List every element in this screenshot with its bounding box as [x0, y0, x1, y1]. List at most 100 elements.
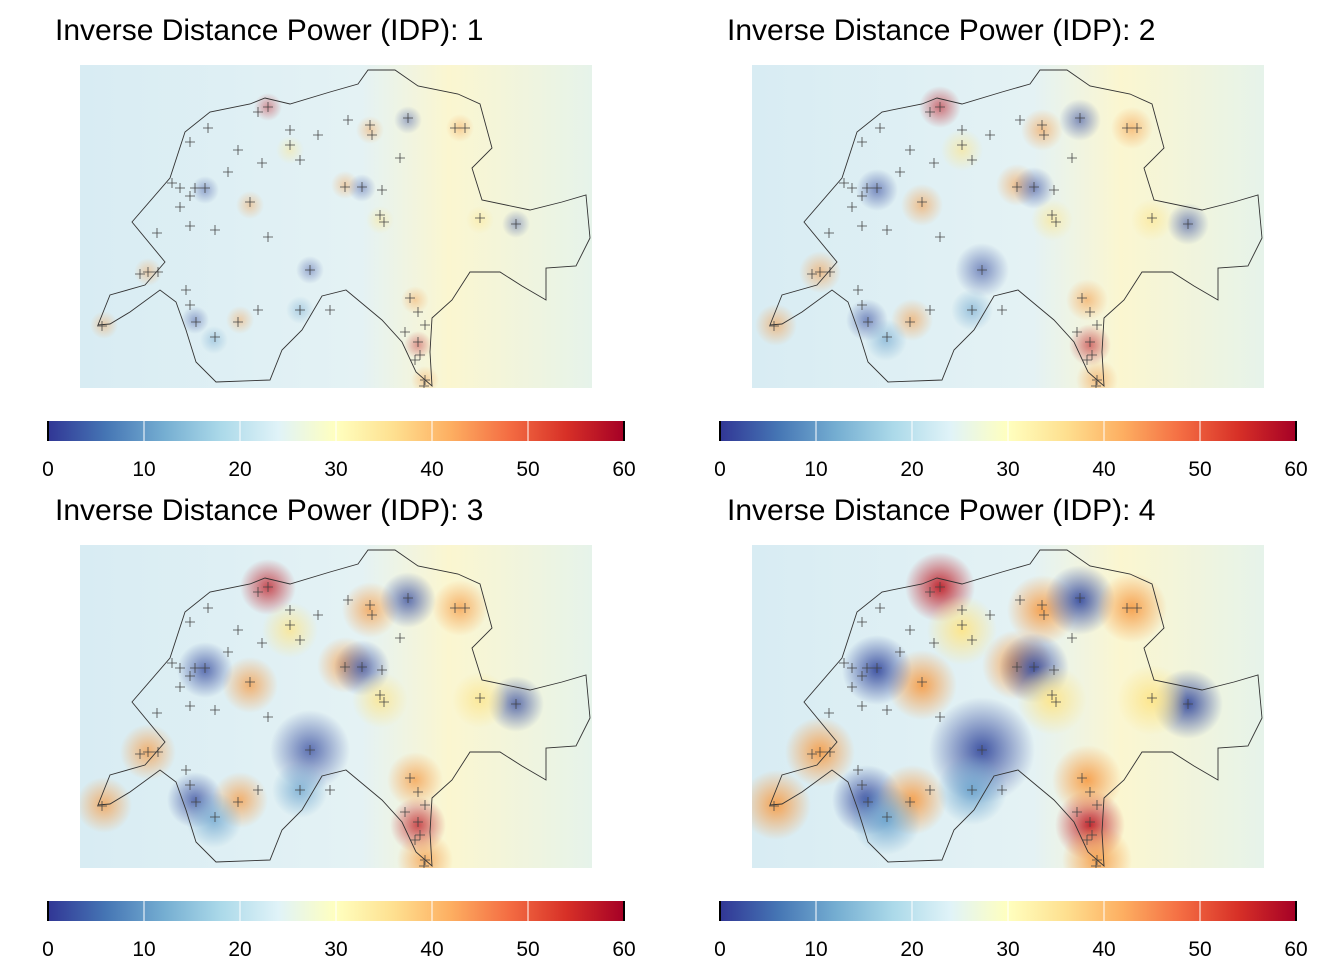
interpolation-blob — [755, 304, 797, 346]
panel-title: Inverse Distance Power (IDP): 4 — [727, 494, 1155, 527]
station — [957, 605, 967, 615]
colorbar-tick-label: 10 — [132, 458, 155, 481]
station — [857, 137, 867, 147]
station — [1077, 293, 1087, 303]
colorbar-tick-label: 40 — [1092, 938, 1115, 960]
interpolation-blob — [851, 785, 921, 855]
station — [847, 663, 857, 673]
station — [857, 300, 867, 310]
station — [997, 305, 1007, 315]
station — [985, 610, 995, 620]
station — [181, 765, 191, 775]
station — [967, 305, 977, 315]
colorbar-tick-label: 0 — [714, 938, 726, 960]
colorbar-tick-label: 40 — [420, 938, 443, 960]
station — [340, 182, 350, 192]
station — [847, 202, 857, 212]
station — [929, 158, 939, 168]
station — [223, 647, 233, 657]
station — [863, 797, 873, 807]
station — [839, 178, 849, 188]
station — [143, 747, 153, 757]
station — [285, 605, 295, 615]
colorbar-tick-label: 60 — [1284, 938, 1307, 960]
station — [1132, 123, 1142, 133]
station — [967, 635, 977, 645]
station — [839, 658, 849, 668]
station — [97, 321, 107, 331]
interpolation-blob — [1052, 745, 1122, 815]
station — [403, 113, 413, 123]
station — [905, 625, 915, 635]
colorbar-tick-label: 40 — [420, 458, 443, 481]
colorbar-tick-label: 30 — [996, 458, 1019, 481]
station — [365, 600, 375, 610]
station — [1012, 182, 1022, 192]
station — [1067, 153, 1077, 163]
panel: Inverse Distance Power (IDP): 4 0 10 20 30 40… — [714, 494, 1308, 960]
station — [377, 665, 387, 675]
station — [985, 130, 995, 140]
station — [200, 663, 210, 673]
station — [185, 701, 195, 711]
station — [1047, 690, 1057, 700]
colorbar-tick-label: 10 — [804, 938, 827, 960]
station — [872, 663, 882, 673]
station — [863, 317, 873, 327]
station — [882, 332, 892, 342]
station — [875, 603, 885, 613]
station — [1092, 375, 1102, 385]
colorbar-tick-label: 30 — [324, 458, 347, 481]
station — [175, 663, 185, 673]
station — [825, 267, 835, 277]
station — [957, 125, 967, 135]
station — [1085, 817, 1095, 827]
station — [1039, 610, 1049, 620]
station — [365, 120, 375, 130]
station — [1015, 595, 1025, 605]
station — [450, 123, 460, 133]
station — [325, 785, 335, 795]
interpolation-blob — [186, 792, 242, 848]
station — [1082, 355, 1092, 365]
colorbar-tick-label: 50 — [516, 938, 539, 960]
station — [375, 210, 385, 220]
station — [935, 712, 945, 722]
station — [862, 663, 872, 673]
station — [305, 745, 315, 755]
colorbar-tick-label: 30 — [996, 938, 1019, 960]
station — [1037, 120, 1047, 130]
station — [935, 102, 945, 112]
station — [375, 690, 385, 700]
station — [769, 801, 779, 811]
station — [295, 155, 305, 165]
station — [882, 225, 892, 235]
interpolation-blob — [181, 306, 209, 334]
station — [285, 125, 295, 135]
map — [80, 545, 592, 868]
country-border — [769, 69, 1263, 388]
station — [340, 662, 350, 672]
station — [233, 145, 243, 155]
station — [233, 625, 243, 635]
colorbar-tick-label: 50 — [1188, 938, 1211, 960]
station — [511, 219, 521, 229]
panel-title: Inverse Distance Power (IDP): 1 — [55, 14, 483, 47]
station — [853, 285, 863, 295]
station — [400, 807, 410, 817]
interpolation-blob — [752, 770, 811, 840]
station — [925, 305, 935, 315]
station — [917, 197, 927, 207]
station — [420, 375, 430, 385]
station — [257, 158, 267, 168]
station — [1087, 350, 1097, 360]
station — [420, 320, 430, 330]
station — [357, 182, 367, 192]
station — [1072, 807, 1082, 817]
station — [419, 381, 429, 388]
station — [181, 285, 191, 295]
interpolation-blob — [1062, 825, 1132, 868]
station — [1132, 603, 1142, 613]
station — [1037, 600, 1047, 610]
station — [153, 747, 163, 757]
